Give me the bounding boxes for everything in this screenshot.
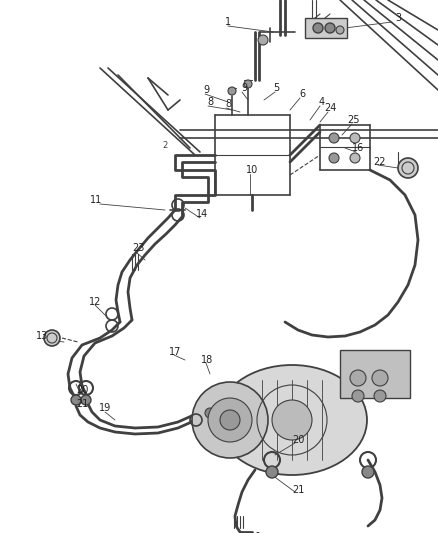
Circle shape xyxy=(220,410,240,430)
Text: 9: 9 xyxy=(241,83,247,93)
Text: 20: 20 xyxy=(292,435,304,445)
Circle shape xyxy=(244,80,252,88)
Text: 21: 21 xyxy=(76,399,88,409)
Text: 3: 3 xyxy=(395,13,401,23)
Text: 8: 8 xyxy=(207,97,213,107)
Text: 23: 23 xyxy=(132,243,144,253)
Bar xyxy=(305,18,347,38)
Text: 17: 17 xyxy=(169,347,181,357)
Text: 21: 21 xyxy=(292,485,304,495)
Text: 8: 8 xyxy=(225,99,231,109)
Circle shape xyxy=(228,87,236,95)
Circle shape xyxy=(329,153,339,163)
Circle shape xyxy=(352,390,364,402)
Circle shape xyxy=(350,153,360,163)
Text: 4: 4 xyxy=(319,97,325,107)
Circle shape xyxy=(374,390,386,402)
Circle shape xyxy=(329,133,339,143)
Text: 5: 5 xyxy=(273,83,279,93)
Text: 16: 16 xyxy=(352,143,364,153)
Ellipse shape xyxy=(217,365,367,475)
Circle shape xyxy=(350,133,360,143)
Circle shape xyxy=(258,35,268,45)
Text: 25: 25 xyxy=(348,115,360,125)
Circle shape xyxy=(272,400,312,440)
Text: 14: 14 xyxy=(196,209,208,219)
Circle shape xyxy=(362,466,374,478)
Text: 19: 19 xyxy=(99,403,111,413)
Circle shape xyxy=(192,382,268,458)
Circle shape xyxy=(208,398,252,442)
Text: 9: 9 xyxy=(203,85,209,95)
Text: 2: 2 xyxy=(162,141,168,149)
Text: 20: 20 xyxy=(76,385,88,395)
Text: 18: 18 xyxy=(201,355,213,365)
Circle shape xyxy=(81,395,91,405)
Text: 6: 6 xyxy=(299,89,305,99)
Text: 12: 12 xyxy=(89,297,101,307)
Circle shape xyxy=(313,23,323,33)
Circle shape xyxy=(71,395,81,405)
Text: 1: 1 xyxy=(225,17,231,27)
Circle shape xyxy=(398,158,418,178)
Text: 10: 10 xyxy=(246,165,258,175)
Circle shape xyxy=(372,370,388,386)
Bar xyxy=(340,350,410,398)
Circle shape xyxy=(336,26,344,34)
Circle shape xyxy=(266,466,278,478)
Text: 24: 24 xyxy=(324,103,336,113)
Circle shape xyxy=(325,23,335,33)
Circle shape xyxy=(44,330,60,346)
Circle shape xyxy=(205,408,215,418)
Text: 22: 22 xyxy=(374,157,386,167)
Text: 11: 11 xyxy=(90,195,102,205)
Text: 13: 13 xyxy=(36,331,48,341)
Circle shape xyxy=(350,370,366,386)
